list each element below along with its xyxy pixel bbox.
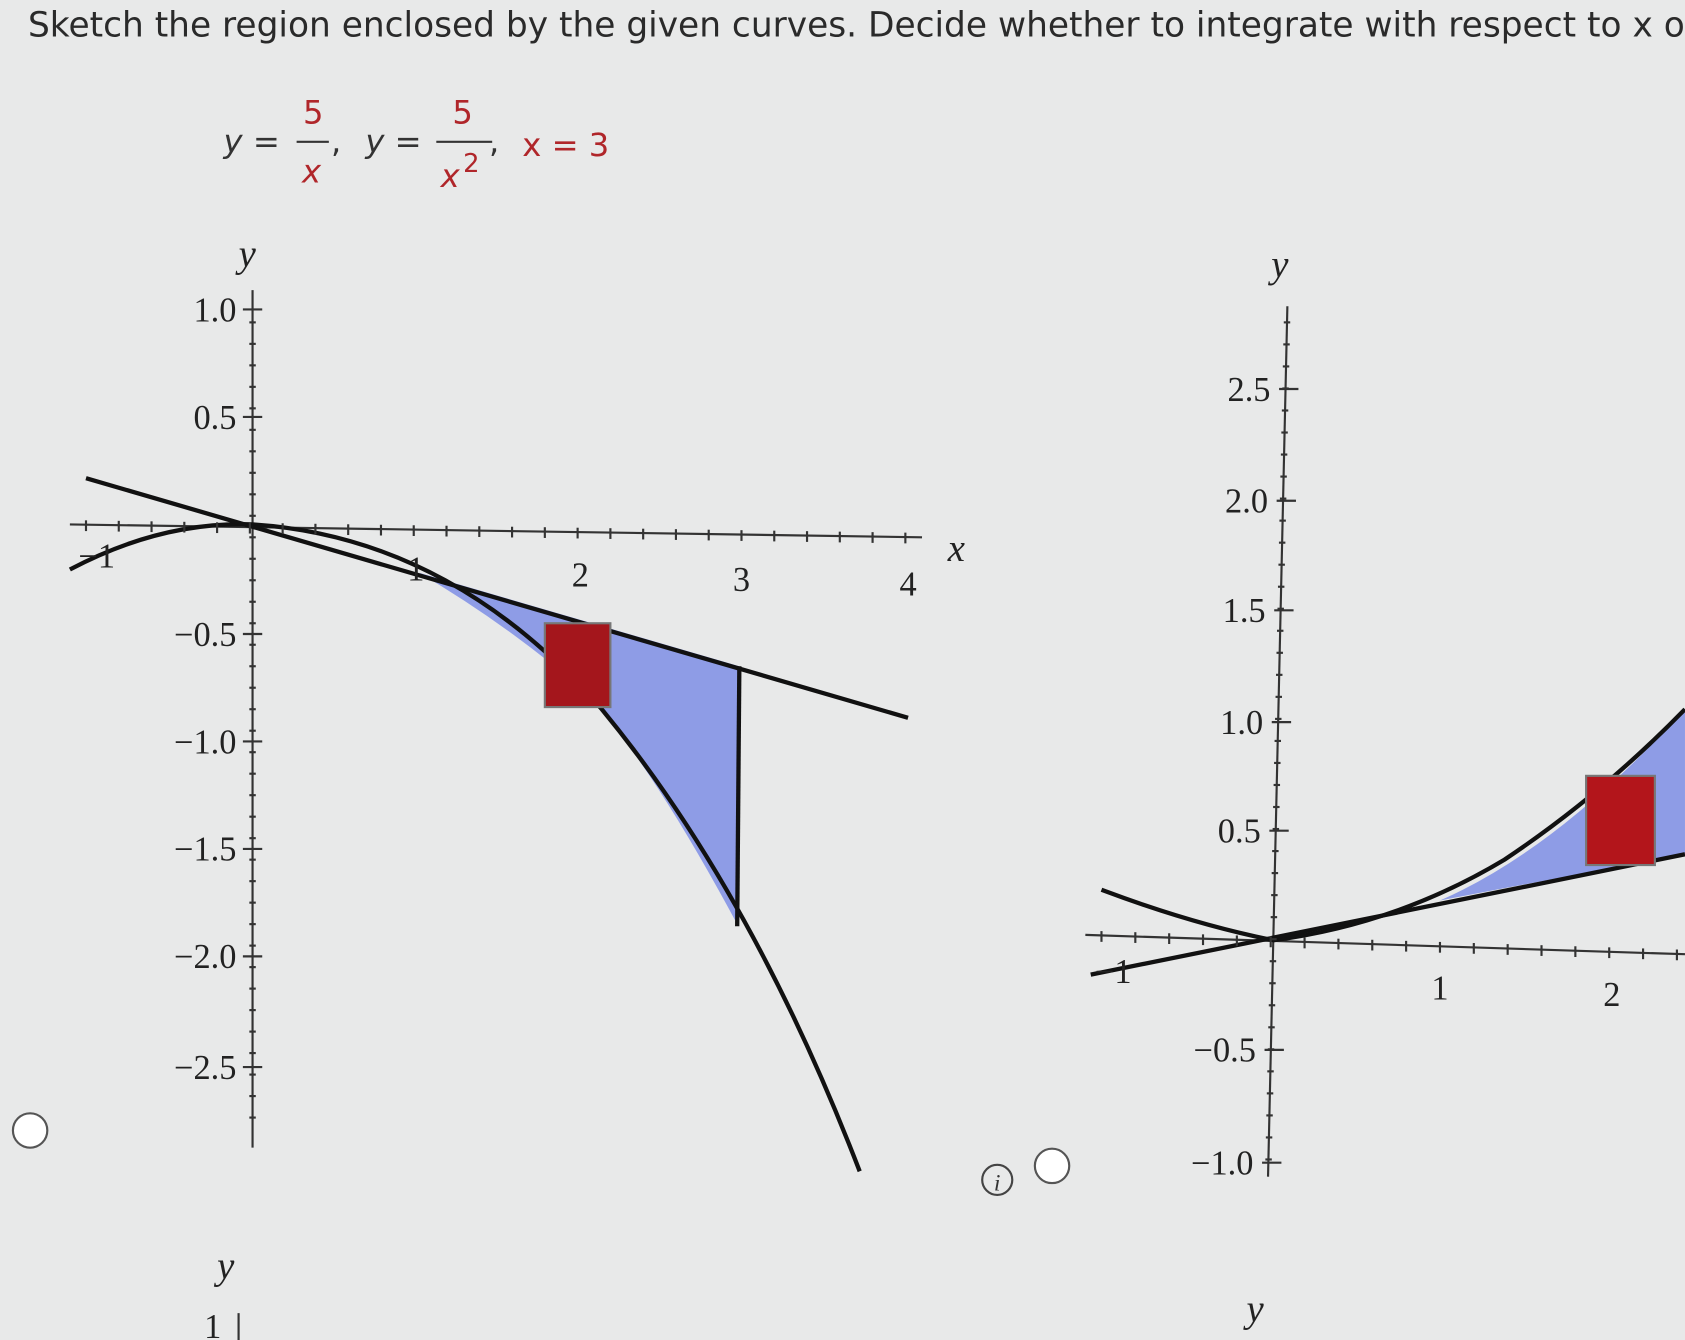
tick-label: −2.0 [174,938,236,976]
tick-label: 1 [1431,969,1448,1007]
line [85,476,909,720]
handle [543,622,612,709]
tick-label: 1 [407,550,424,588]
tick-label: 4 [899,565,916,603]
eq-third: x = 3 [522,126,609,164]
bound [735,666,742,927]
eq-left: y = [364,123,421,161]
axis-label: y [213,1246,235,1288]
tick-label: −2.5 [174,1049,236,1087]
tick-label: −1 [78,537,115,575]
graph-b: y 2.5 2.0 1.5 1.0 0.5 −0.5 −1.0 −1 1 2 [1085,244,1685,1183]
axis-label: x [947,528,965,570]
eq-denominator: x [440,157,461,195]
tick-label: 2.0 [1225,483,1268,521]
equations: y = 5 x , y = 5 x 2 , x = 3 [223,94,610,195]
radio[interactable] [1033,1147,1071,1185]
curve [68,522,862,1173]
info-icon[interactable] [981,1163,1014,1197]
eq-exponent: 2 [463,149,479,179]
eq-separator: , [331,123,341,161]
tick-label: 3 [733,561,750,599]
tick-label: −1 [1095,953,1132,991]
tick-label: 1 [204,1308,221,1340]
svg-text:y =: y = [223,123,280,161]
tick-label: −1.5 [174,831,236,869]
radio[interactable] [11,1112,49,1149]
region [419,572,740,925]
prompt: Sketch the region enclosed by the given … [28,6,1685,46]
tick-label: 1.0 [193,291,236,329]
tick-label: 0.5 [193,399,236,437]
tick-label: −1.0 [1191,1145,1253,1183]
tick-label: 2 [1603,976,1620,1014]
eq-numerator: 5 [452,94,473,132]
axis-label: y [235,233,257,275]
eq-denominator: x [301,153,322,191]
handle [1585,774,1656,867]
tick-label: −1.0 [174,723,236,761]
axis-label: y [1267,244,1289,286]
tick-label: 2 [572,557,589,595]
tick-label: 1.0 [1220,704,1263,742]
tick-label: 0.5 [1218,812,1261,850]
axis-label: y [1243,1289,1265,1331]
tick-label: −0.5 [1194,1032,1256,1070]
graph-a: y x 1.0 0.5 −0.5 −1.0 −1.5 −2.0 −2.5 −1 1 2 3 4 [68,233,965,1173]
info-icon-text: i [994,1171,1001,1197]
eq-numerator: 5 [303,94,324,132]
tick-label: 2.5 [1228,371,1271,409]
tick-label: 1.5 [1223,592,1266,630]
eq-left: y = [223,123,280,161]
eq-separator: , [489,123,499,161]
tick-label: −0.5 [174,616,236,654]
line [1090,852,1685,977]
